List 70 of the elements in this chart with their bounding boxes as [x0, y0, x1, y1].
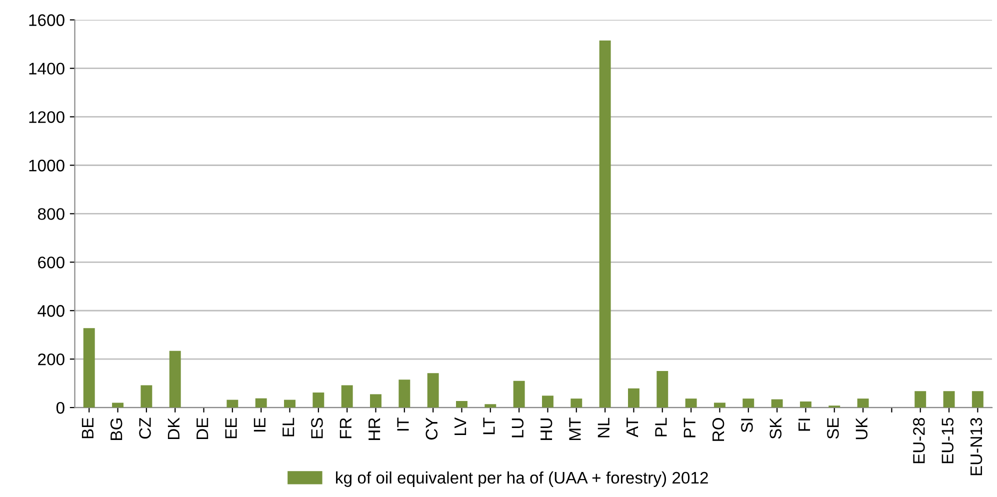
bar: [83, 328, 95, 408]
x-tick-label: SI: [741, 418, 753, 432]
x-tick-label: EU-N13: [970, 418, 982, 476]
x-tick-label: FI: [798, 418, 810, 431]
bar: [427, 373, 439, 408]
x-tick-label: ES: [311, 418, 323, 438]
bar: [140, 385, 152, 408]
x-tick-label: EE: [225, 418, 237, 438]
x-tick-label: LV: [454, 417, 466, 436]
bar: [943, 391, 955, 408]
x-tick-label: HR: [368, 418, 380, 440]
bar: [513, 380, 525, 408]
bar: [570, 398, 582, 408]
bar: [312, 392, 324, 408]
x-tick-label: CZ: [139, 418, 151, 439]
y-tick-label: 400: [38, 305, 64, 317]
bar: [226, 400, 238, 408]
x-tick-label: AT: [626, 418, 638, 438]
y-tick-label: 1000: [29, 160, 64, 172]
x-tick-label: PT: [684, 418, 696, 438]
x-tick-label: DE: [196, 418, 208, 440]
bar: [857, 398, 869, 408]
bar: [599, 40, 611, 408]
bar: [398, 380, 410, 408]
x-tick-label: HU: [540, 418, 552, 440]
y-tick-label: 200: [38, 353, 64, 366]
x-tick-label: DK: [168, 417, 180, 440]
y-tick-label: 1400: [29, 62, 64, 75]
x-tick-label: IE: [254, 418, 266, 432]
bar: [972, 391, 984, 408]
y-tick-label: 1600: [29, 14, 64, 26]
x-tick-label: EL: [282, 418, 294, 436]
bar: [284, 400, 296, 408]
x-tick-label: RO: [712, 418, 724, 441]
x-tick-label: IT: [397, 418, 409, 431]
x-tick-label: LU: [512, 418, 524, 438]
bar: [685, 398, 697, 408]
x-tick-label: EU-15: [942, 418, 954, 464]
bar: [771, 399, 783, 408]
bar: [914, 391, 926, 408]
bar: [169, 350, 181, 408]
legend-label: kg of oil equivalent per ha of (UAA + forestry) 2012: [336, 471, 708, 487]
x-tick-label: UK: [856, 417, 868, 440]
y-tick-label: 600: [38, 256, 64, 268]
y-tick-label: 800: [38, 208, 64, 220]
bar: [656, 370, 668, 408]
x-tick-label: EU-28: [913, 418, 925, 464]
bar: [370, 394, 382, 408]
x-tick-label: NL: [598, 418, 610, 438]
y-tick-label: 1200: [29, 111, 64, 123]
bar: [714, 402, 726, 408]
x-tick-label: BE: [82, 418, 94, 438]
x-tick-label: LT: [483, 418, 495, 434]
x-tick-label: MT: [569, 418, 581, 440]
x-tick-label: FR: [340, 418, 352, 438]
x-tick-label: CY: [426, 418, 438, 440]
bar: [341, 385, 353, 408]
bar: [542, 396, 554, 408]
x-tick-label: SK: [770, 417, 782, 439]
bar: [484, 404, 496, 408]
x-tick-label: SE: [827, 418, 839, 439]
x-tick-label: BG: [110, 418, 122, 440]
bar: [112, 402, 124, 408]
bar: [628, 388, 640, 408]
bar: [800, 401, 812, 408]
y-tick-label: 0: [56, 402, 64, 414]
bar: [742, 398, 754, 408]
bar: [255, 398, 267, 408]
bar: [456, 401, 468, 408]
x-tick-label: PL: [655, 418, 667, 436]
